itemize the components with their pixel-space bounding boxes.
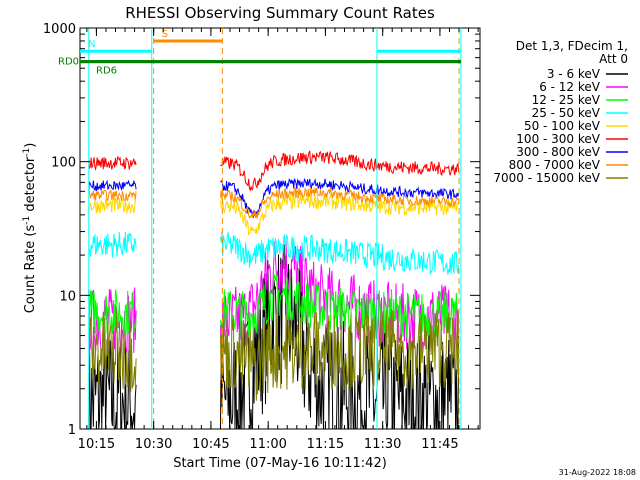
series-2 (88, 273, 460, 339)
series-5 (88, 150, 460, 192)
x-tick-label-2: 10:45 (192, 437, 229, 452)
series-3 (88, 231, 460, 275)
y-label-sup-2: -1 (22, 148, 32, 157)
legend-header-line-2: Att 0 (599, 52, 628, 66)
series-line-4-0 (88, 195, 137, 214)
legend-header-line-1: Det 1,3, FDecim 1, (516, 39, 628, 53)
y-label-part-1: Count Rate (s (23, 225, 38, 314)
legend-label-3: 25 - 50 keV (532, 106, 601, 120)
legend-label-5: 100 - 300 keV (516, 132, 600, 146)
legend-label-4: 50 - 100 keV (524, 119, 601, 133)
y-tick-label-0: 1 (68, 423, 76, 438)
flag-label-1: N (88, 39, 95, 50)
x-axis-label: Start Time (07-May-16 10:11:42) (173, 456, 387, 471)
series-line-7-1 (220, 186, 459, 219)
series-line-1-1 (220, 240, 460, 352)
legend-label-6: 300 - 800 keV (516, 145, 600, 159)
axis-layer: 10:15 10:30 10:45 11:00 11:15 11:30 11:45 1 10 10… (43, 22, 480, 452)
series-line-5-1 (220, 150, 460, 192)
x-tick-label-0: 10:15 (78, 437, 115, 452)
series-8 (88, 309, 460, 401)
series-line-2-0 (88, 289, 137, 336)
y-tick-label-3: 1000 (43, 22, 76, 37)
series-line-6-1 (220, 177, 460, 218)
series-7 (88, 186, 459, 219)
x-tick-label-5: 11:30 (364, 437, 401, 452)
marker-layer: S N RD0 RD6 (58, 28, 462, 429)
chart-title: RHESSI Observing Summary Count Rates (125, 4, 435, 22)
series-line-3-1 (220, 231, 460, 275)
series-layer (88, 150, 460, 430)
series-line-0-0 (88, 337, 137, 430)
y-tick-label-1: 10 (59, 289, 76, 304)
legend-label-7: 800 - 7000 keV (509, 158, 601, 172)
flag-label-0: S (162, 29, 168, 40)
x-tick-label-6: 11:45 (421, 437, 458, 452)
y-axis-label: Count Rate (s-1 detector-1) (22, 143, 38, 314)
series-line-5-0 (88, 155, 137, 172)
legend-label-8: 7000 - 15000 keV (493, 171, 600, 185)
series-6 (88, 177, 460, 218)
legend-label-0: 3 - 6 keV (547, 67, 601, 81)
flag-label-4: RD6 (96, 66, 117, 77)
series-line-2-1 (220, 273, 460, 339)
x-tick-label-1: 10:30 (135, 437, 172, 452)
series-line-3-0 (88, 231, 137, 258)
y-label-part-2: detector (23, 156, 38, 216)
series-line-8-0 (88, 311, 137, 392)
series-line-8-1 (220, 309, 460, 401)
y-tick-label-2: 100 (51, 156, 76, 171)
y-label-part-3: ) (23, 143, 38, 148)
x-tick-label-4: 11:15 (307, 437, 344, 452)
legend-label-2: 12 - 25 keV (532, 93, 601, 107)
plot-frame (79, 27, 481, 430)
series-line-6-0 (88, 179, 137, 192)
footer-timestamp: 31-Aug-2022 18:08 (559, 468, 636, 477)
y-label-sup-1: -1 (22, 216, 32, 225)
x-tick-label-3: 11:00 (249, 437, 286, 452)
series-line-7-0 (88, 189, 137, 202)
legend-label-1: 6 - 12 keV (539, 80, 601, 94)
flag-label-3: RD0 (58, 57, 79, 68)
